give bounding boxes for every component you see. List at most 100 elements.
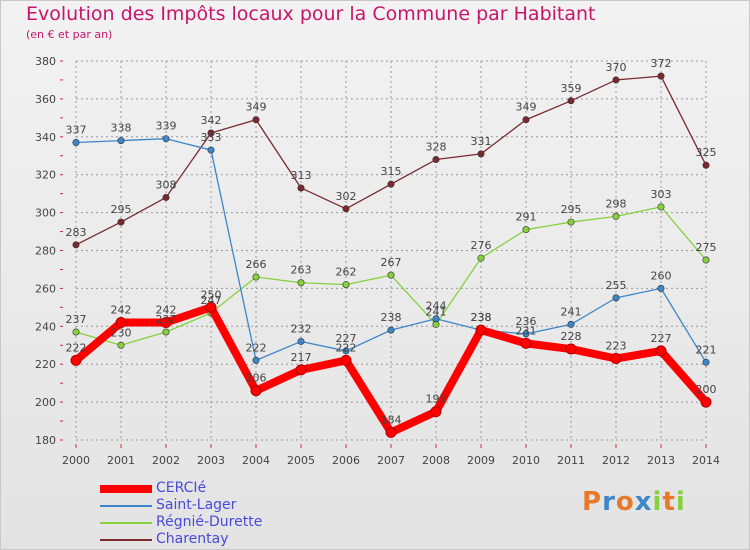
series-point-1 bbox=[162, 135, 170, 143]
y-tick-label: 340 bbox=[35, 131, 56, 144]
data-label-2: 267 bbox=[381, 256, 402, 269]
series-point-2 bbox=[342, 281, 350, 289]
x-tick-label: 2004 bbox=[242, 454, 270, 467]
series-point-3 bbox=[477, 150, 485, 158]
data-label-1: 238 bbox=[381, 311, 402, 324]
y-tick-label: 200 bbox=[35, 396, 56, 409]
y-tick-label: 260 bbox=[35, 282, 56, 295]
y-tick-label: 380 bbox=[35, 55, 56, 68]
series-point-0 bbox=[250, 385, 262, 397]
data-label-2: 303 bbox=[651, 188, 672, 201]
data-label-3: 331 bbox=[471, 135, 492, 148]
series-point-3 bbox=[207, 129, 215, 137]
data-label-1: 238 bbox=[471, 311, 492, 324]
series-point-3 bbox=[252, 116, 260, 124]
data-label-2: 266 bbox=[246, 258, 267, 271]
series-point-0 bbox=[385, 426, 397, 438]
series-point-1 bbox=[117, 137, 125, 145]
x-tick-label: 2001 bbox=[107, 454, 135, 467]
x-tick-label: 2009 bbox=[467, 454, 495, 467]
x-tick-label: 2012 bbox=[602, 454, 630, 467]
series-point-3 bbox=[117, 218, 125, 226]
data-label-0: 228 bbox=[561, 330, 582, 343]
series-point-1 bbox=[252, 356, 260, 364]
data-label-3: 325 bbox=[696, 146, 717, 159]
data-label-1: 339 bbox=[156, 120, 177, 133]
series-point-2 bbox=[522, 226, 530, 234]
data-label-3: 349 bbox=[246, 101, 267, 114]
data-label-1: 221 bbox=[696, 343, 717, 356]
logo-letter: r bbox=[602, 487, 616, 517]
series-point-2 bbox=[387, 271, 395, 279]
series-point-1 bbox=[432, 315, 440, 323]
series-point-3 bbox=[72, 241, 80, 249]
data-label-1: 338 bbox=[111, 122, 132, 135]
data-label-2: 241 bbox=[426, 305, 447, 318]
data-label-0: 195 bbox=[426, 393, 447, 406]
y-tick-label: 220 bbox=[35, 358, 56, 371]
data-label-0: 242 bbox=[156, 304, 177, 317]
series-point-1 bbox=[702, 358, 710, 366]
legend-label: CERCIé bbox=[156, 480, 207, 496]
series-point-2 bbox=[72, 328, 80, 336]
series-point-0 bbox=[520, 337, 532, 349]
data-label-3: 313 bbox=[291, 169, 312, 182]
series-point-3 bbox=[297, 184, 305, 192]
series-point-2 bbox=[567, 218, 575, 226]
data-label-0: 231 bbox=[516, 324, 537, 337]
data-label-0: 222 bbox=[66, 341, 87, 354]
data-label-3: 328 bbox=[426, 141, 447, 154]
legend-swatch bbox=[100, 505, 152, 507]
legend-label: Régnié-Durette bbox=[156, 514, 263, 530]
x-tick-label: 2002 bbox=[152, 454, 180, 467]
series-point-0 bbox=[475, 324, 487, 336]
data-label-3: 315 bbox=[381, 165, 402, 178]
data-label-1: 337 bbox=[66, 123, 87, 136]
series-point-1 bbox=[207, 146, 215, 154]
logo-letter: i bbox=[652, 487, 663, 517]
data-label-3: 283 bbox=[66, 226, 87, 239]
logo-letter: t bbox=[662, 487, 676, 517]
legend-label: Saint-Lager bbox=[156, 497, 237, 513]
logo-letter: o bbox=[615, 487, 635, 517]
x-tick-label: 2005 bbox=[287, 454, 315, 467]
chart-legend: CERCIé Saint-Lager Régnié-Durette Charentay bbox=[100, 480, 360, 548]
data-label-3: 302 bbox=[336, 190, 357, 203]
data-label-1: 227 bbox=[336, 332, 357, 345]
series-point-0 bbox=[340, 354, 352, 366]
series-point-3 bbox=[612, 76, 620, 84]
logo-letter: x bbox=[634, 487, 653, 517]
data-label-0: 227 bbox=[651, 332, 672, 345]
data-label-2: 276 bbox=[471, 239, 492, 252]
legend-swatch bbox=[100, 522, 152, 524]
data-label-0: 184 bbox=[381, 413, 402, 426]
data-label-3: 359 bbox=[561, 82, 582, 95]
legend-swatch bbox=[100, 539, 152, 541]
legend-item: CERCIé bbox=[100, 480, 360, 497]
series-point-2 bbox=[117, 341, 125, 349]
x-tick-label: 2000 bbox=[62, 454, 90, 467]
legend-item: Saint-Lager bbox=[100, 497, 360, 514]
series-point-1 bbox=[387, 326, 395, 334]
x-tick-label: 2003 bbox=[197, 454, 225, 467]
data-label-1: 333 bbox=[201, 131, 222, 144]
x-tick-label: 2010 bbox=[512, 454, 540, 467]
data-label-1: 236 bbox=[516, 315, 537, 328]
legend-swatch bbox=[100, 485, 152, 493]
series-point-0 bbox=[205, 301, 217, 313]
data-label-0: 217 bbox=[291, 351, 312, 364]
y-tick-label: 180 bbox=[35, 434, 56, 447]
series-point-1 bbox=[72, 138, 80, 146]
data-label-2: 263 bbox=[291, 264, 312, 277]
y-tick-label: 280 bbox=[35, 245, 56, 258]
series-point-2 bbox=[657, 203, 665, 211]
data-label-3: 349 bbox=[516, 101, 537, 114]
series-point-0 bbox=[430, 406, 442, 418]
series-point-3 bbox=[342, 205, 350, 213]
y-tick-label: 360 bbox=[35, 93, 56, 106]
chart-subtitle: (en € et par an) bbox=[26, 28, 113, 41]
data-label-1: 232 bbox=[291, 322, 312, 335]
y-tick-label: 240 bbox=[35, 320, 56, 333]
data-label-2: 275 bbox=[696, 241, 717, 254]
x-tick-label: 2008 bbox=[422, 454, 450, 467]
